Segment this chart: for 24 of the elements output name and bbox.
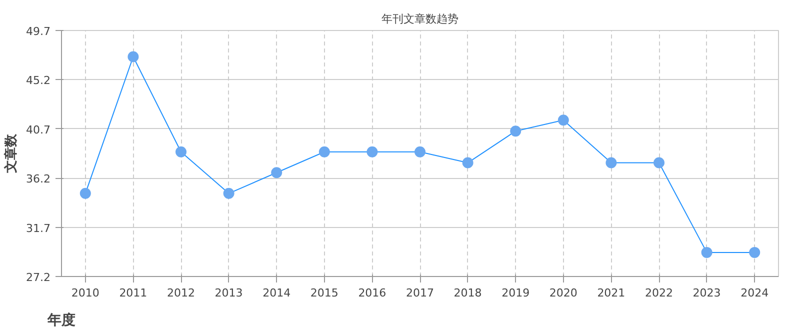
y-tick-label: 49.7	[26, 25, 51, 38]
x-tick-label: 2019	[502, 286, 530, 300]
x-tick-label: 2011	[119, 286, 148, 300]
y-tick-label: 27.2	[26, 271, 51, 284]
x-tick-label: 2022	[645, 286, 674, 300]
x-tick-label: 2014	[262, 286, 291, 300]
x-tick-label: 2013	[214, 286, 243, 300]
x-tick-label: 2012	[167, 286, 196, 300]
x-tick-label: 2018	[454, 286, 482, 300]
y-tick-label: 36.2	[26, 172, 51, 186]
y-tick-label: 45.2	[26, 74, 51, 88]
chart-title: 年刊文章数趋势	[382, 12, 458, 26]
x-tick-label: 2015	[310, 286, 338, 300]
x-tick-label: 2016	[358, 286, 386, 300]
x-axis-title: 年度	[46, 312, 76, 328]
x-tick-label: 2010	[71, 286, 100, 300]
x-tick-label: 2017	[406, 286, 434, 300]
x-tick-label: 2020	[549, 286, 578, 300]
y-tick-label: 40.7	[26, 123, 51, 136]
x-tick-label: 2023	[692, 286, 721, 300]
x-tick-label: 2024	[740, 286, 769, 300]
x-tick-label: 2021	[597, 286, 626, 300]
y-axis-title: 文章数	[3, 133, 18, 174]
y-tick-label: 31.7	[26, 222, 51, 235]
